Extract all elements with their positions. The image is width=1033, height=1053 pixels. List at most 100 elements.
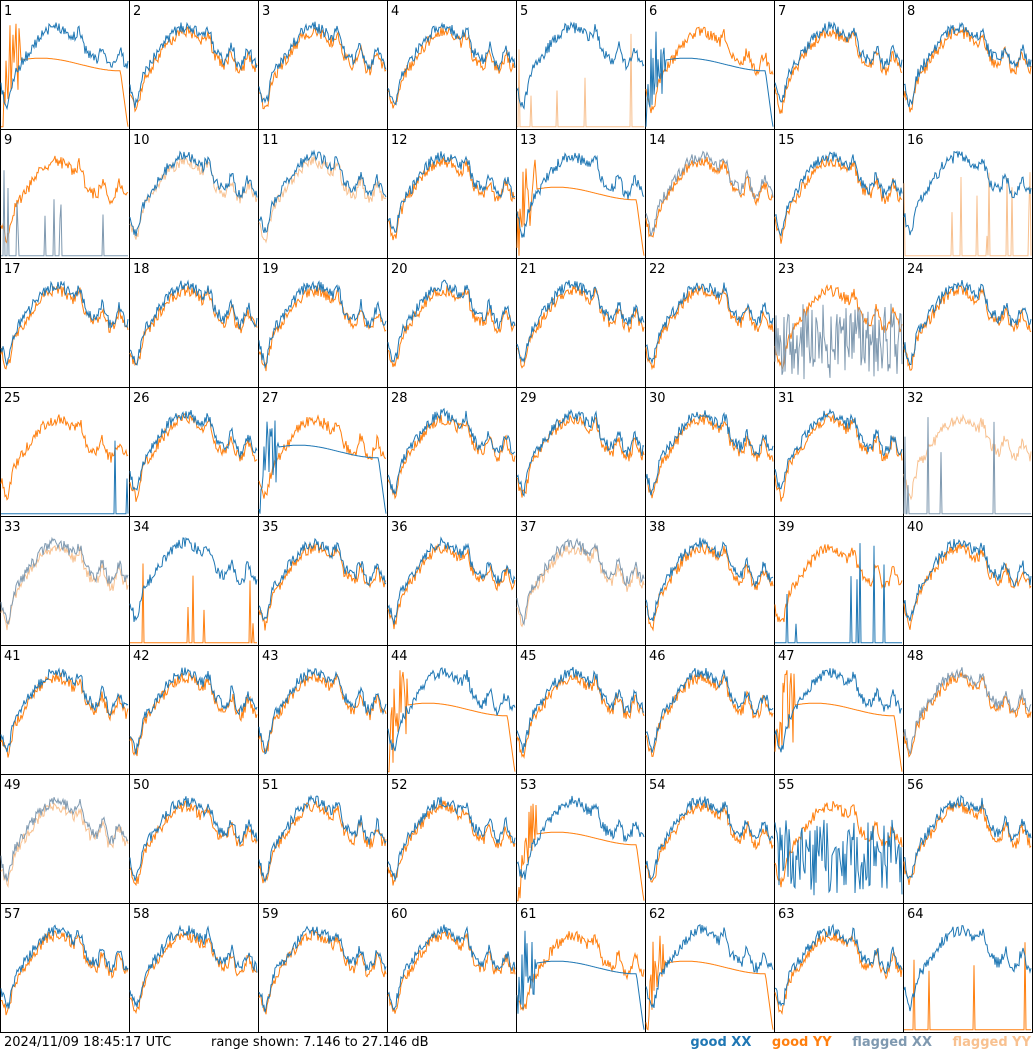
- spectrum-yy-44: [388, 670, 516, 773]
- spectrum-xx-15: [774, 151, 903, 237]
- panel-55: 55: [774, 774, 904, 904]
- panel-label: 16: [907, 133, 924, 148]
- panel-33: 33: [0, 516, 130, 646]
- spectrum-yy-45: [516, 673, 645, 759]
- spectrum-xx-54: [645, 796, 774, 881]
- spectrum-xx-10: [129, 150, 258, 237]
- panel-label: 14: [649, 133, 666, 148]
- spectrum-yy-24: [903, 284, 1032, 371]
- panel-label: 30: [649, 391, 666, 406]
- panel-label: 3: [262, 4, 270, 19]
- panel-label: 53: [520, 778, 537, 793]
- spectrum-yy-38: [645, 542, 774, 632]
- spectrum-yy-50: [129, 800, 258, 887]
- panel-label: 19: [262, 262, 279, 277]
- spectrum-yy-20: [387, 285, 516, 368]
- panel-label: 56: [907, 778, 924, 793]
- legend: good XX good YY flagged XX flagged YY: [674, 1035, 1031, 1050]
- spectrum-xx-51: [258, 794, 387, 883]
- panel-label: 49: [4, 778, 21, 793]
- panel-label: 64: [907, 907, 924, 922]
- spectrum-yy-14: [645, 157, 774, 238]
- panel-label: 27: [262, 391, 279, 406]
- panel-label: 29: [520, 391, 537, 406]
- panel-label: 61: [520, 907, 537, 922]
- spectrum-yy-37: [516, 544, 645, 628]
- spectrum-yy-23: [774, 284, 903, 370]
- timestamp: 2024/11/09 18:45:17 UTC: [4, 1035, 172, 1050]
- panel-48: 48: [903, 645, 1033, 775]
- spectrum-xx-39: [775, 543, 902, 644]
- spectrum-yy-64: [904, 942, 1031, 1031]
- spectrum-yy-48: [903, 669, 1032, 758]
- spectrum-xx-8: [903, 22, 1032, 108]
- spectrum-xx-33: [0, 536, 129, 625]
- panel-label: 59: [262, 907, 279, 922]
- panel-label: 1: [4, 4, 12, 19]
- panel-label: 32: [907, 391, 924, 406]
- panel-label: 24: [907, 262, 924, 277]
- panel-13: 13: [516, 129, 646, 259]
- panel-frame: [258, 129, 388, 259]
- spectrum-yy-22: [645, 284, 774, 371]
- panel-32: 32: [903, 387, 1033, 517]
- panel-35: 35: [258, 516, 388, 646]
- panel-57: 57: [0, 903, 130, 1033]
- spectrum-xx-57: [0, 924, 129, 1009]
- panel-frame: [903, 0, 1033, 130]
- panel-38: 38: [645, 516, 775, 646]
- spectrum-xx-31: [774, 408, 903, 490]
- panel-label: 4: [391, 4, 399, 19]
- panel-label: 36: [391, 520, 408, 535]
- panel-6: 6: [645, 0, 775, 130]
- spectrum-yy-3: [258, 26, 387, 110]
- panel-label: 2: [133, 4, 141, 19]
- panel-label: 11: [262, 133, 279, 148]
- spectrum-yy-53: [517, 803, 645, 902]
- spectrum-xx-20: [387, 279, 516, 363]
- panel-label: 35: [262, 520, 279, 535]
- panel-label: 6: [649, 4, 657, 19]
- panel-label: 33: [4, 520, 21, 535]
- panel-46: 46: [645, 645, 775, 775]
- panel-19: 19: [258, 258, 388, 388]
- panel-49: 49: [0, 774, 130, 904]
- panel-17: 17: [0, 258, 130, 388]
- panel-label: 5: [520, 4, 528, 19]
- panel-61: 61: [516, 903, 646, 1033]
- panel-frame: [516, 903, 646, 1033]
- spectrum-yy-21: [516, 285, 645, 369]
- panel-label: 57: [4, 907, 21, 922]
- panel-label: 48: [907, 649, 924, 664]
- spectrum-xx-59: [258, 925, 387, 1013]
- spectrum-yy-49: [0, 802, 129, 889]
- panel-64: 64: [903, 903, 1033, 1033]
- spectrum-yy-34: [130, 563, 257, 644]
- spectrum-xx-7: [774, 21, 903, 103]
- panel-frame: [516, 0, 646, 130]
- panel-12: 12: [387, 129, 517, 259]
- panel-label: 34: [133, 520, 150, 535]
- spectrum-xx-46: [645, 668, 774, 753]
- panel-label: 43: [262, 649, 279, 664]
- spectrum-yy-55: [774, 801, 903, 888]
- panel-label: 12: [391, 133, 408, 148]
- spectrum-xx-19: [258, 280, 387, 369]
- panel-5: 5: [516, 0, 646, 130]
- spectrum-yy-61: [516, 930, 645, 1012]
- spectrum-xx-35: [258, 537, 387, 621]
- panel-41: 41: [0, 645, 130, 775]
- spectrum-yy-35: [258, 542, 387, 631]
- panel-7: 7: [774, 0, 904, 130]
- spectrum-yy-4: [387, 27, 515, 109]
- spectrum-xx-60: [387, 924, 516, 1011]
- spectrum-yy-31: [774, 413, 903, 502]
- panel-21: 21: [516, 258, 646, 388]
- spectrum-yy-19: [258, 284, 387, 372]
- panel-9: 9: [0, 129, 130, 259]
- panel-frame: [645, 129, 775, 259]
- panel-frame: [129, 645, 259, 775]
- panel-8: 8: [903, 0, 1033, 130]
- spectrum-yy-36: [387, 543, 516, 630]
